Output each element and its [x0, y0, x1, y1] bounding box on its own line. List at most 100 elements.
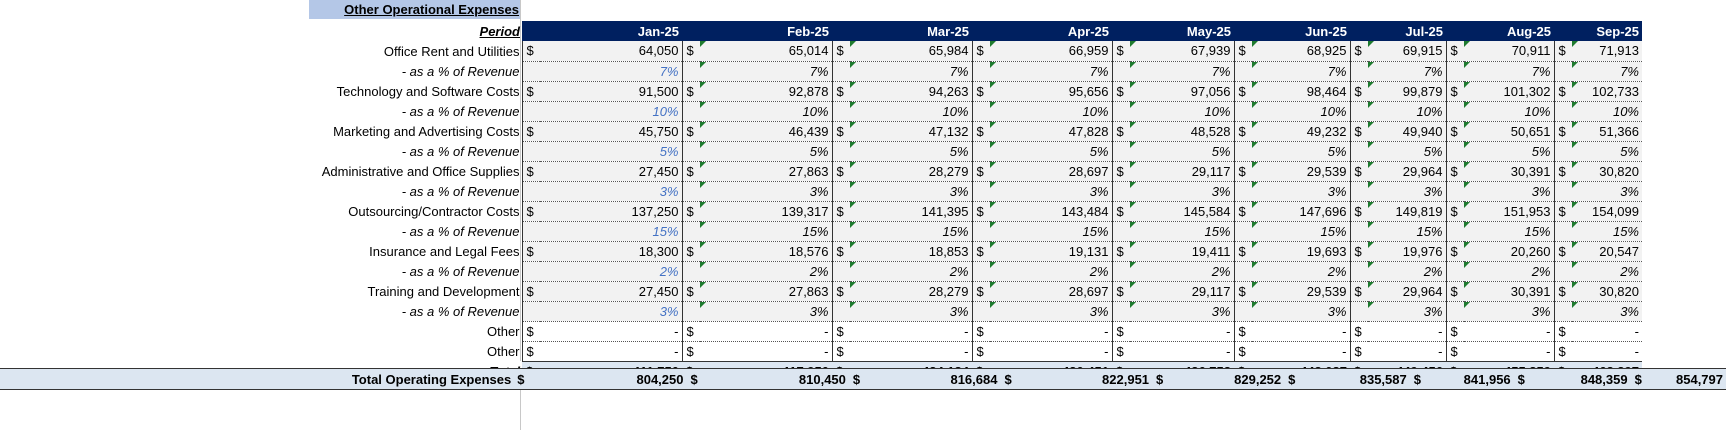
currency-symbol[interactable]: $ — [1553, 161, 1572, 182]
currency-symbol[interactable]: $ — [1630, 368, 1651, 390]
value-cell[interactable]: 5% — [1368, 141, 1446, 162]
month-header-apr-25[interactable]: Apr-25 — [990, 21, 1112, 41]
header-spacer[interactable] — [1234, 21, 1252, 41]
currency-symbol[interactable] — [1445, 261, 1464, 282]
value-cell[interactable]: - — [990, 341, 1112, 362]
currency-symbol[interactable] — [971, 101, 990, 122]
value-cell[interactable]: 20,547 — [1572, 241, 1642, 262]
month-header-feb-25[interactable]: Feb-25 — [700, 21, 832, 41]
value-cell[interactable]: 3% — [1464, 301, 1554, 322]
row-label[interactable]: Other — [486, 343, 520, 359]
currency-symbol[interactable]: $ — [1553, 41, 1572, 62]
value-cell[interactable]: 30,391 — [1464, 281, 1554, 302]
value-cell[interactable]: 28,279 — [850, 161, 972, 182]
value-cell[interactable]: 19,976 — [1368, 241, 1446, 262]
currency-symbol[interactable] — [831, 301, 850, 322]
value-cell[interactable]: 3% — [1464, 181, 1554, 202]
value-cell[interactable]: 147,696 — [1252, 201, 1350, 222]
value-cell[interactable]: 27,450 — [540, 281, 682, 302]
header-spacer[interactable] — [1112, 21, 1130, 41]
value-cell[interactable]: 7% — [990, 61, 1112, 82]
month-header-jul-25[interactable]: Jul-25 — [1368, 21, 1446, 41]
value-cell[interactable]: - — [990, 321, 1112, 342]
period-label[interactable]: Period — [479, 23, 520, 39]
value-cell[interactable]: 7% — [540, 61, 682, 82]
value-cell[interactable]: 29,117 — [1130, 161, 1234, 182]
currency-symbol[interactable]: $ — [681, 241, 700, 262]
currency-symbol[interactable] — [831, 181, 850, 202]
currency-symbol[interactable]: $ — [1000, 368, 1020, 390]
currency-symbol[interactable]: $ — [1111, 161, 1130, 182]
value-cell[interactable]: 2% — [1464, 261, 1554, 282]
currency-symbol[interactable] — [1553, 61, 1572, 82]
currency-symbol[interactable]: $ — [831, 281, 850, 302]
month-header-jan-25[interactable]: Jan-25 — [540, 21, 682, 41]
currency-symbol[interactable]: $ — [1111, 241, 1130, 262]
currency-symbol[interactable]: $ — [1445, 241, 1464, 262]
value-cell[interactable]: 18,300 — [540, 241, 682, 262]
value-cell[interactable]: 30,820 — [1572, 281, 1642, 302]
currency-symbol[interactable] — [831, 221, 850, 242]
currency-symbol[interactable] — [1349, 261, 1368, 282]
value-cell[interactable]: - — [1368, 321, 1446, 342]
currency-symbol[interactable] — [681, 261, 700, 282]
currency-symbol[interactable]: $ — [1445, 161, 1464, 182]
value-cell[interactable]: 5% — [1252, 141, 1350, 162]
value-cell[interactable]: 7% — [700, 61, 832, 82]
value-cell[interactable]: 151,953 — [1464, 201, 1554, 222]
value-cell[interactable]: 2% — [1368, 261, 1446, 282]
value-cell[interactable]: 71,913 — [1572, 41, 1642, 62]
currency-symbol[interactable] — [1349, 181, 1368, 202]
currency-symbol[interactable]: $ — [1349, 341, 1368, 362]
currency-symbol[interactable]: $ — [681, 321, 700, 342]
value-cell[interactable]: 15% — [990, 221, 1112, 242]
currency-symbol[interactable] — [1349, 101, 1368, 122]
currency-symbol[interactable] — [831, 101, 850, 122]
value-cell[interactable]: 10% — [540, 101, 682, 122]
currency-symbol[interactable]: $ — [681, 341, 700, 362]
currency-symbol[interactable]: $ — [831, 81, 850, 102]
currency-symbol[interactable] — [831, 61, 850, 82]
value-cell[interactable]: - — [1252, 321, 1350, 342]
value-cell[interactable]: 10% — [850, 101, 972, 122]
row-label[interactable]: - as a % of Revenue — [401, 183, 520, 199]
value-cell[interactable]: 19,693 — [1252, 241, 1350, 262]
value-cell[interactable]: 97,056 — [1130, 81, 1234, 102]
value-cell[interactable]: 15% — [1572, 221, 1642, 242]
value-cell[interactable]: 45,750 — [540, 121, 682, 142]
currency-symbol[interactable]: $ — [1233, 341, 1252, 362]
value-cell[interactable]: 5% — [990, 141, 1112, 162]
currency-symbol[interactable] — [521, 221, 540, 242]
currency-symbol[interactable]: $ — [521, 281, 540, 302]
currency-symbol[interactable]: $ — [831, 321, 850, 342]
currency-symbol[interactable] — [681, 61, 700, 82]
value-cell[interactable]: 139,317 — [700, 201, 832, 222]
currency-symbol[interactable]: $ — [971, 241, 990, 262]
currency-symbol[interactable]: $ — [1553, 81, 1572, 102]
value-cell[interactable]: 29,539 — [1252, 161, 1350, 182]
value-cell[interactable]: 3% — [1368, 301, 1446, 322]
value-cell[interactable]: 27,863 — [700, 161, 832, 182]
value-cell[interactable]: 29,539 — [1252, 281, 1350, 302]
row-label[interactable]: - as a % of Revenue — [401, 63, 520, 79]
value-cell[interactable]: 46,439 — [700, 121, 832, 142]
value-cell[interactable]: 95,656 — [990, 81, 1112, 102]
currency-symbol[interactable]: $ — [1349, 121, 1368, 142]
currency-symbol[interactable] — [521, 141, 540, 162]
value-cell[interactable]: 2% — [540, 261, 682, 282]
value-cell[interactable]: 7% — [1368, 61, 1446, 82]
currency-symbol[interactable]: $ — [686, 368, 706, 390]
value-cell[interactable]: 28,697 — [990, 281, 1112, 302]
currency-symbol[interactable]: $ — [1445, 341, 1464, 362]
currency-symbol[interactable]: $ — [1233, 281, 1252, 302]
currency-symbol[interactable]: $ — [1233, 241, 1252, 262]
currency-symbol[interactable]: $ — [1553, 321, 1572, 342]
value-cell[interactable]: 7% — [1464, 61, 1554, 82]
currency-symbol[interactable] — [1111, 141, 1130, 162]
currency-symbol[interactable]: $ — [521, 201, 540, 222]
currency-symbol[interactable]: $ — [831, 341, 850, 362]
value-cell[interactable]: 2% — [990, 261, 1112, 282]
currency-symbol[interactable] — [971, 141, 990, 162]
grand-total-value-cell[interactable]: 816,684 — [868, 368, 1001, 390]
currency-symbol[interactable]: $ — [971, 201, 990, 222]
